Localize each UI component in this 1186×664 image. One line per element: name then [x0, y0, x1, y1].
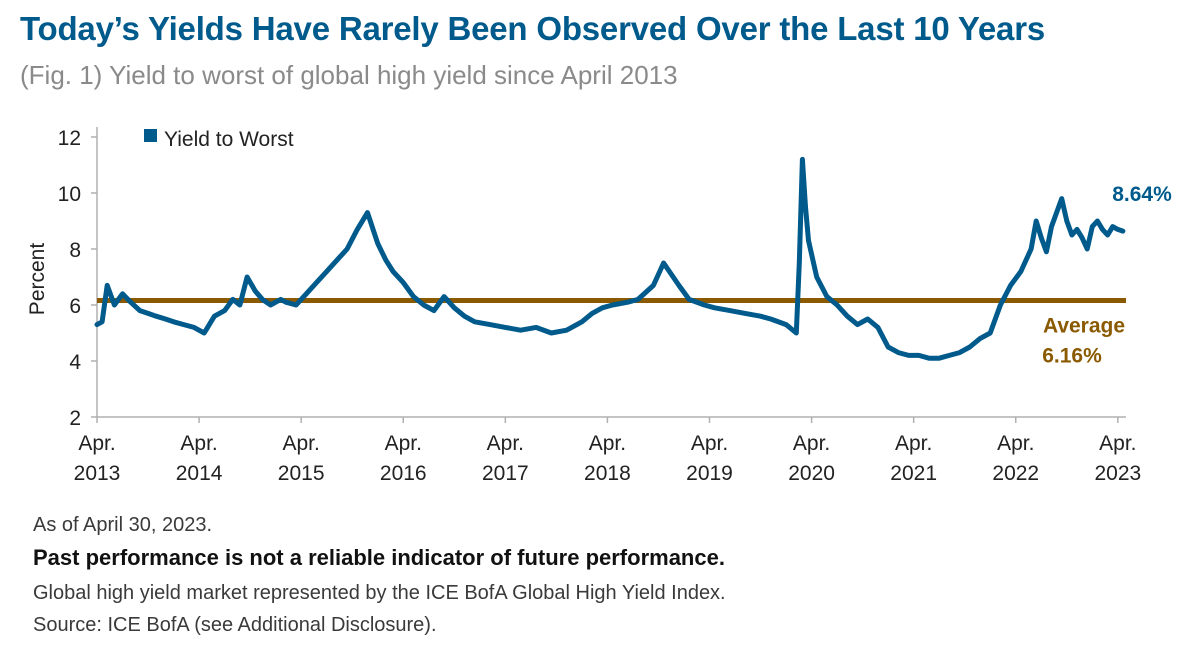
- x-tick-label-year: 2015: [278, 462, 325, 485]
- x-tick-label-month: Apr.: [282, 432, 319, 455]
- last-value-label: 8.64%: [1112, 183, 1172, 206]
- chart-subtitle: (Fig. 1) Yield to worst of global high y…: [20, 60, 678, 90]
- legend-label: Yield to Worst: [164, 128, 294, 151]
- index-note: Global high yield market represented by …: [33, 582, 726, 604]
- x-tick-label-month: Apr.: [997, 432, 1034, 455]
- x-tick-label-month: Apr.: [691, 432, 728, 455]
- x-tick-label-month: Apr.: [78, 432, 115, 455]
- x-tick-label-month: Apr.: [487, 432, 524, 455]
- y-tick-label: 4: [69, 351, 81, 374]
- x-tick-label-year: 2013: [74, 462, 121, 485]
- yield-chart: 2 4 6 8 10 12 Apr. 2013 Apr. 2014 Apr. 2015 Apr. 2016…: [26, 127, 1172, 485]
- average-value-label: 6.16%: [1042, 345, 1102, 368]
- x-tick-label-year: 2022: [992, 462, 1039, 485]
- x-tick-label-month: Apr.: [895, 432, 932, 455]
- x-tick-label-year: 2017: [482, 462, 529, 485]
- x-tick-label-year: 2021: [890, 462, 937, 485]
- y-tick-label: 12: [58, 127, 81, 150]
- x-tick-label-year: 2016: [380, 462, 427, 485]
- source-note: Source: ICE BofA (see Additional Disclos…: [33, 614, 437, 636]
- axes: 2 4 6 8 10 12 Apr. 2013 Apr. 2014 Apr. 2015 Apr. 2016…: [58, 127, 1141, 485]
- x-tick-label-month: Apr.: [793, 432, 830, 455]
- y-tick-label: 6: [69, 295, 81, 318]
- legend: Yield to Worst: [144, 128, 294, 151]
- y-axis-label: Percent: [26, 243, 49, 316]
- y-tick-label: 8: [69, 239, 81, 262]
- x-tick-label-month: Apr.: [1099, 432, 1136, 455]
- x-tick-label-year: 2023: [1094, 462, 1141, 485]
- disclaimer: Past performance is not a reliable indic…: [33, 545, 725, 570]
- y-tick-label: 2: [69, 407, 81, 430]
- series-line-yield-to-worst: [94, 156, 1126, 361]
- x-tick-label-year: 2014: [176, 462, 223, 485]
- average-label: Average: [1043, 315, 1125, 338]
- as-of-note: As of April 30, 2023.: [33, 514, 213, 536]
- x-tick-label-month: Apr.: [180, 432, 217, 455]
- x-tick-label-month: Apr.: [589, 432, 626, 455]
- x-tick-label-year: 2018: [584, 462, 631, 485]
- y-tick-label: 10: [58, 183, 81, 206]
- legend-swatch: [144, 129, 157, 142]
- x-tick-label-year: 2019: [686, 462, 733, 485]
- x-tick-label-year: 2020: [788, 462, 835, 485]
- x-tick-label-month: Apr.: [385, 432, 422, 455]
- page-title: Today’s Yields Have Rarely Been Observed…: [20, 10, 1045, 47]
